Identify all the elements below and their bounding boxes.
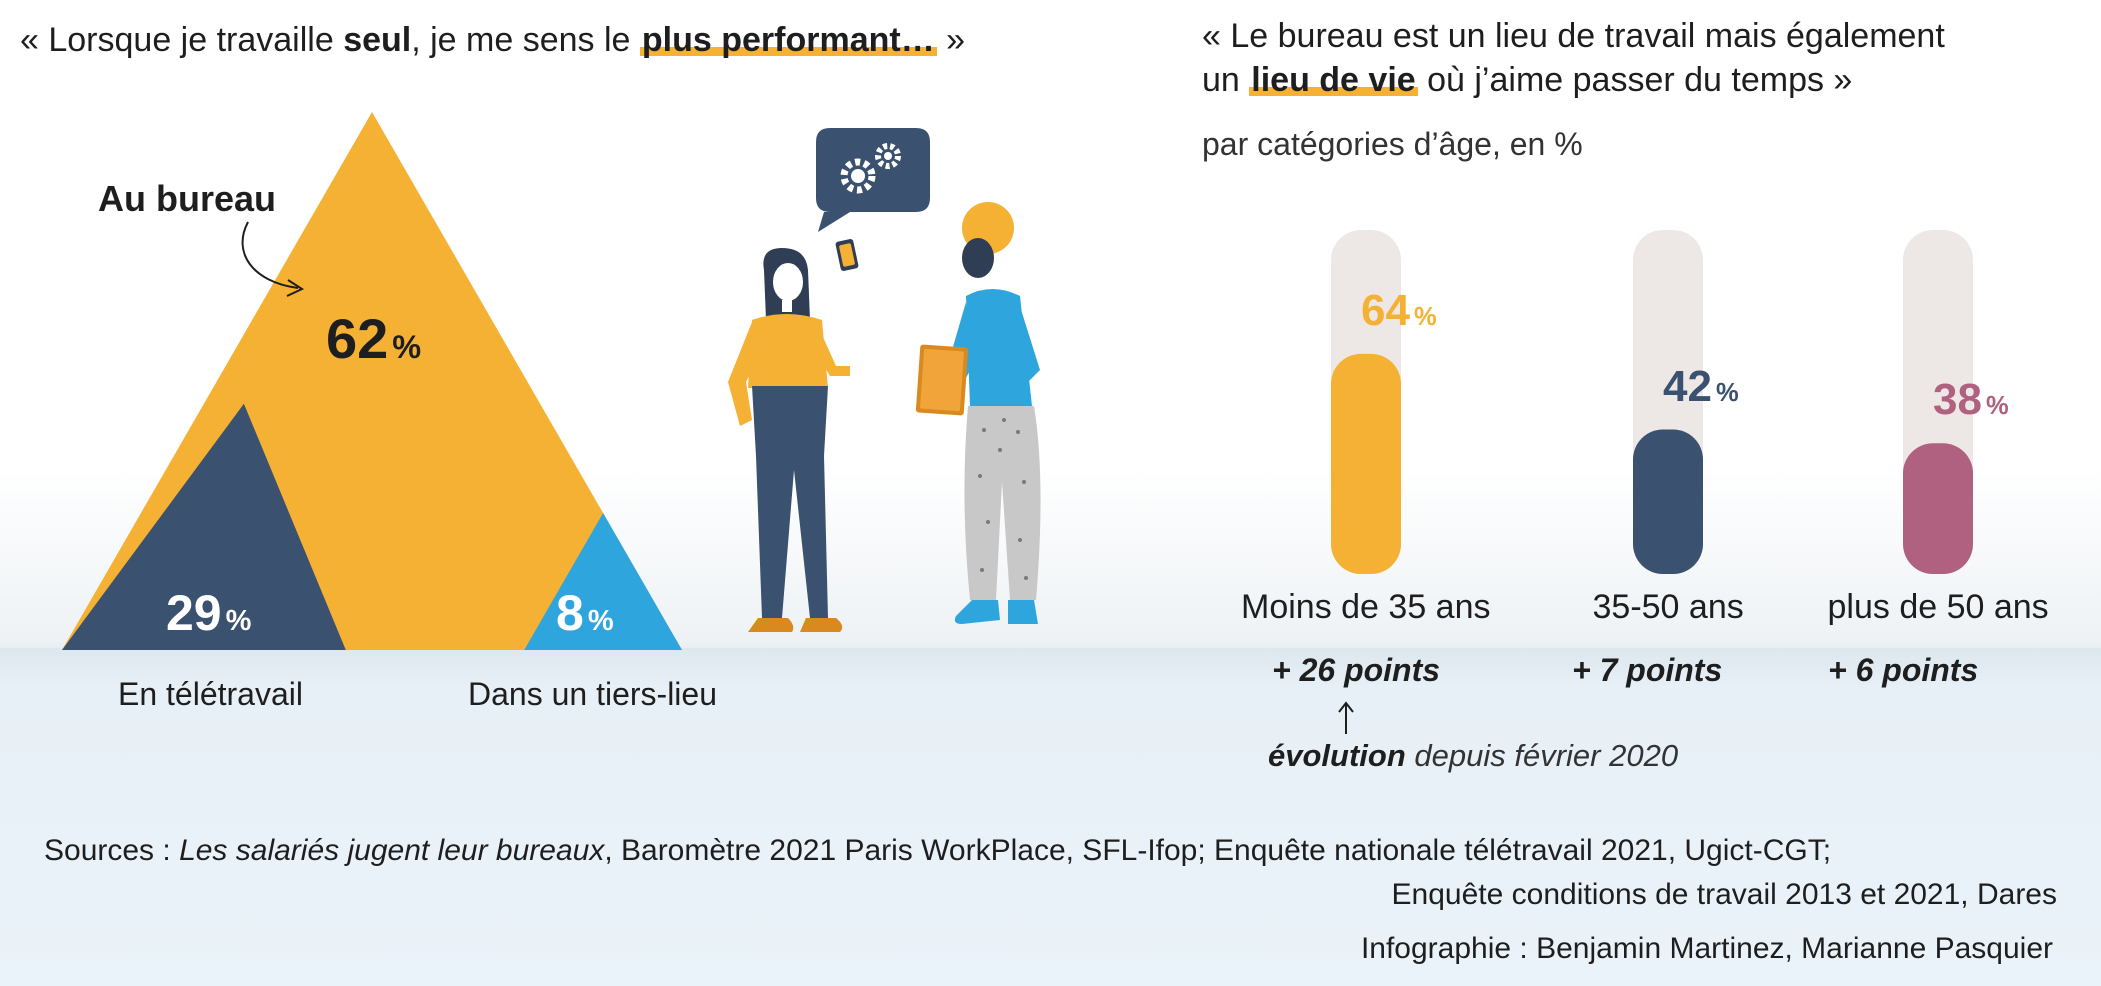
person-left	[728, 239, 859, 632]
sources-line-1: Sources : Les salariés jugent leur burea…	[44, 834, 1832, 867]
value-label-teletravail: 29%	[166, 585, 252, 641]
arrow-up-icon	[1338, 701, 1354, 734]
quote-highlight: plus performant…	[639, 21, 937, 59]
bar-value-35-50: 42%	[1663, 361, 1739, 411]
category-plus-50: plus de 50 ans	[1827, 588, 2049, 626]
value-label-au-bureau: 62%	[326, 307, 422, 370]
sources-line-2: Enquête conditions de travail 2013 et 20…	[1391, 878, 2057, 911]
segment-teletravail	[62, 403, 346, 650]
bar-value-plus-50: 38%	[1933, 375, 2009, 425]
arrow-curved-icon-head	[286, 279, 305, 297]
bar-2	[1903, 443, 1973, 574]
change-35-50: + 7 points	[1572, 652, 1723, 688]
quote-highlight-lieu-de-vie: lieu de vie	[1249, 61, 1418, 99]
sources-title: Les salariés jugent leur bureaux	[179, 834, 605, 867]
arrow-curved-icon	[241, 221, 299, 289]
right-quote-line-2: un lieu de vie où j’aime passer du temps…	[1202, 61, 1853, 99]
value-label-tiers-lieu: 8%	[556, 585, 614, 641]
right-quote-line-1: « Le bureau est un lieu de travail mais …	[1202, 17, 1945, 55]
callout-au-bureau: Au bureau	[98, 178, 277, 219]
person-right	[915, 202, 1041, 624]
bar-1	[1633, 429, 1703, 574]
change-moins-35: + 26 points	[1272, 652, 1441, 688]
left-quote: « Lorsque je travaille seul, je me sens …	[20, 21, 966, 59]
change-plus-50: + 6 points	[1828, 652, 1979, 688]
category-35-50: 35-50 ans	[1592, 588, 1744, 626]
people-illustration	[728, 128, 1041, 632]
ground-band	[0, 648, 2101, 986]
segment-tiers-lieu	[524, 513, 682, 650]
quote-bold-word: seul	[343, 21, 412, 59]
category-moins-35: Moins de 35 ans	[1241, 588, 1491, 626]
chart-subtitle: par catégories d’âge, en %	[1202, 126, 1583, 162]
bar-0	[1331, 353, 1401, 574]
credits: Infographie : Benjamin Martinez, Mariann…	[1360, 932, 2053, 965]
gear-speech-bubble-icon	[816, 128, 930, 232]
label-tiers-lieu: Dans un tiers-lieu	[468, 676, 717, 712]
evolution-note: évolution depuis février 2020	[1268, 738, 1679, 773]
label-en-teletravail: En télétravail	[118, 676, 303, 712]
bar-value-moins-35: 64%	[1361, 285, 1437, 335]
